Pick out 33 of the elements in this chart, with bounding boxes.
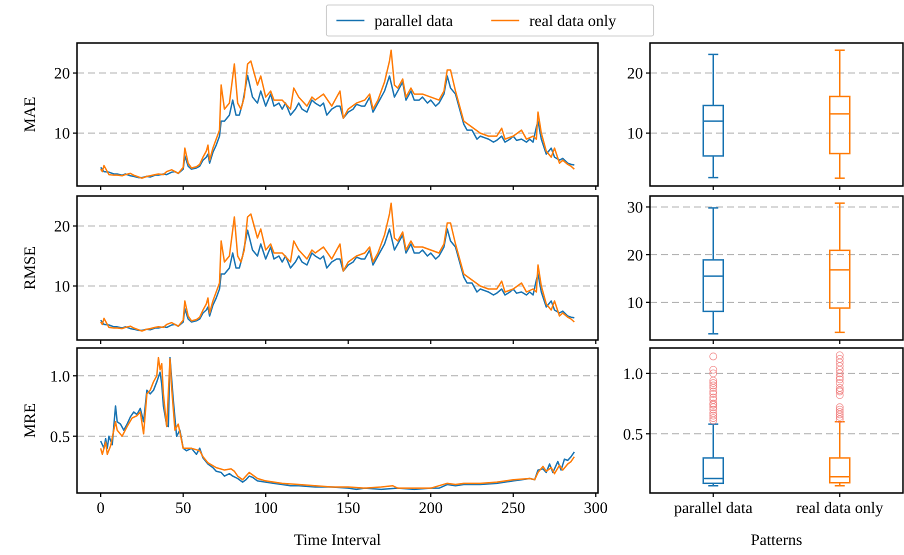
line-series [100, 74, 576, 178]
x-tick-label: 0 [96, 500, 105, 517]
y-tick-label: 10 [54, 278, 70, 296]
x-tick-label: 150 [336, 500, 360, 517]
y-tick-label: 0.5 [623, 426, 643, 444]
legend-label: parallel data [374, 13, 454, 30]
y-tick-label: 20 [627, 66, 643, 83]
x-tick-label: 300 [584, 500, 608, 517]
y-tick-label: 30 [627, 200, 643, 217]
y-tick-label: 10 [627, 294, 643, 312]
x-axis-title: Patterns [750, 532, 802, 549]
y-tick-label: 10 [54, 126, 70, 143]
legend-label: real data only [529, 13, 616, 30]
y-tick-label: 10 [627, 126, 643, 143]
x-tick-label: parallel data [674, 500, 753, 517]
y-tick-label: 20 [54, 66, 70, 83]
y-tick-label: 1.0 [623, 366, 643, 383]
line-series [100, 202, 576, 332]
line-series [100, 228, 576, 332]
x-axis-title: Time Interval [294, 532, 382, 549]
x-tick-label: 50 [175, 500, 192, 517]
y-axis-title: MAE [22, 96, 39, 132]
x-tick-label: real data only [796, 500, 884, 517]
x-tick-label: 250 [501, 500, 526, 517]
y-axis-title: RMSE [22, 246, 39, 290]
y-axis-title: MRE [22, 403, 39, 438]
line-series [100, 49, 576, 179]
y-tick-label: 0.5 [50, 428, 70, 446]
y-tick-label: 1.0 [50, 368, 70, 386]
y-tick-label: 20 [54, 218, 70, 236]
x-tick-label: 100 [254, 500, 278, 517]
x-tick-label: 200 [418, 500, 443, 517]
y-tick-label: 20 [627, 247, 643, 264]
